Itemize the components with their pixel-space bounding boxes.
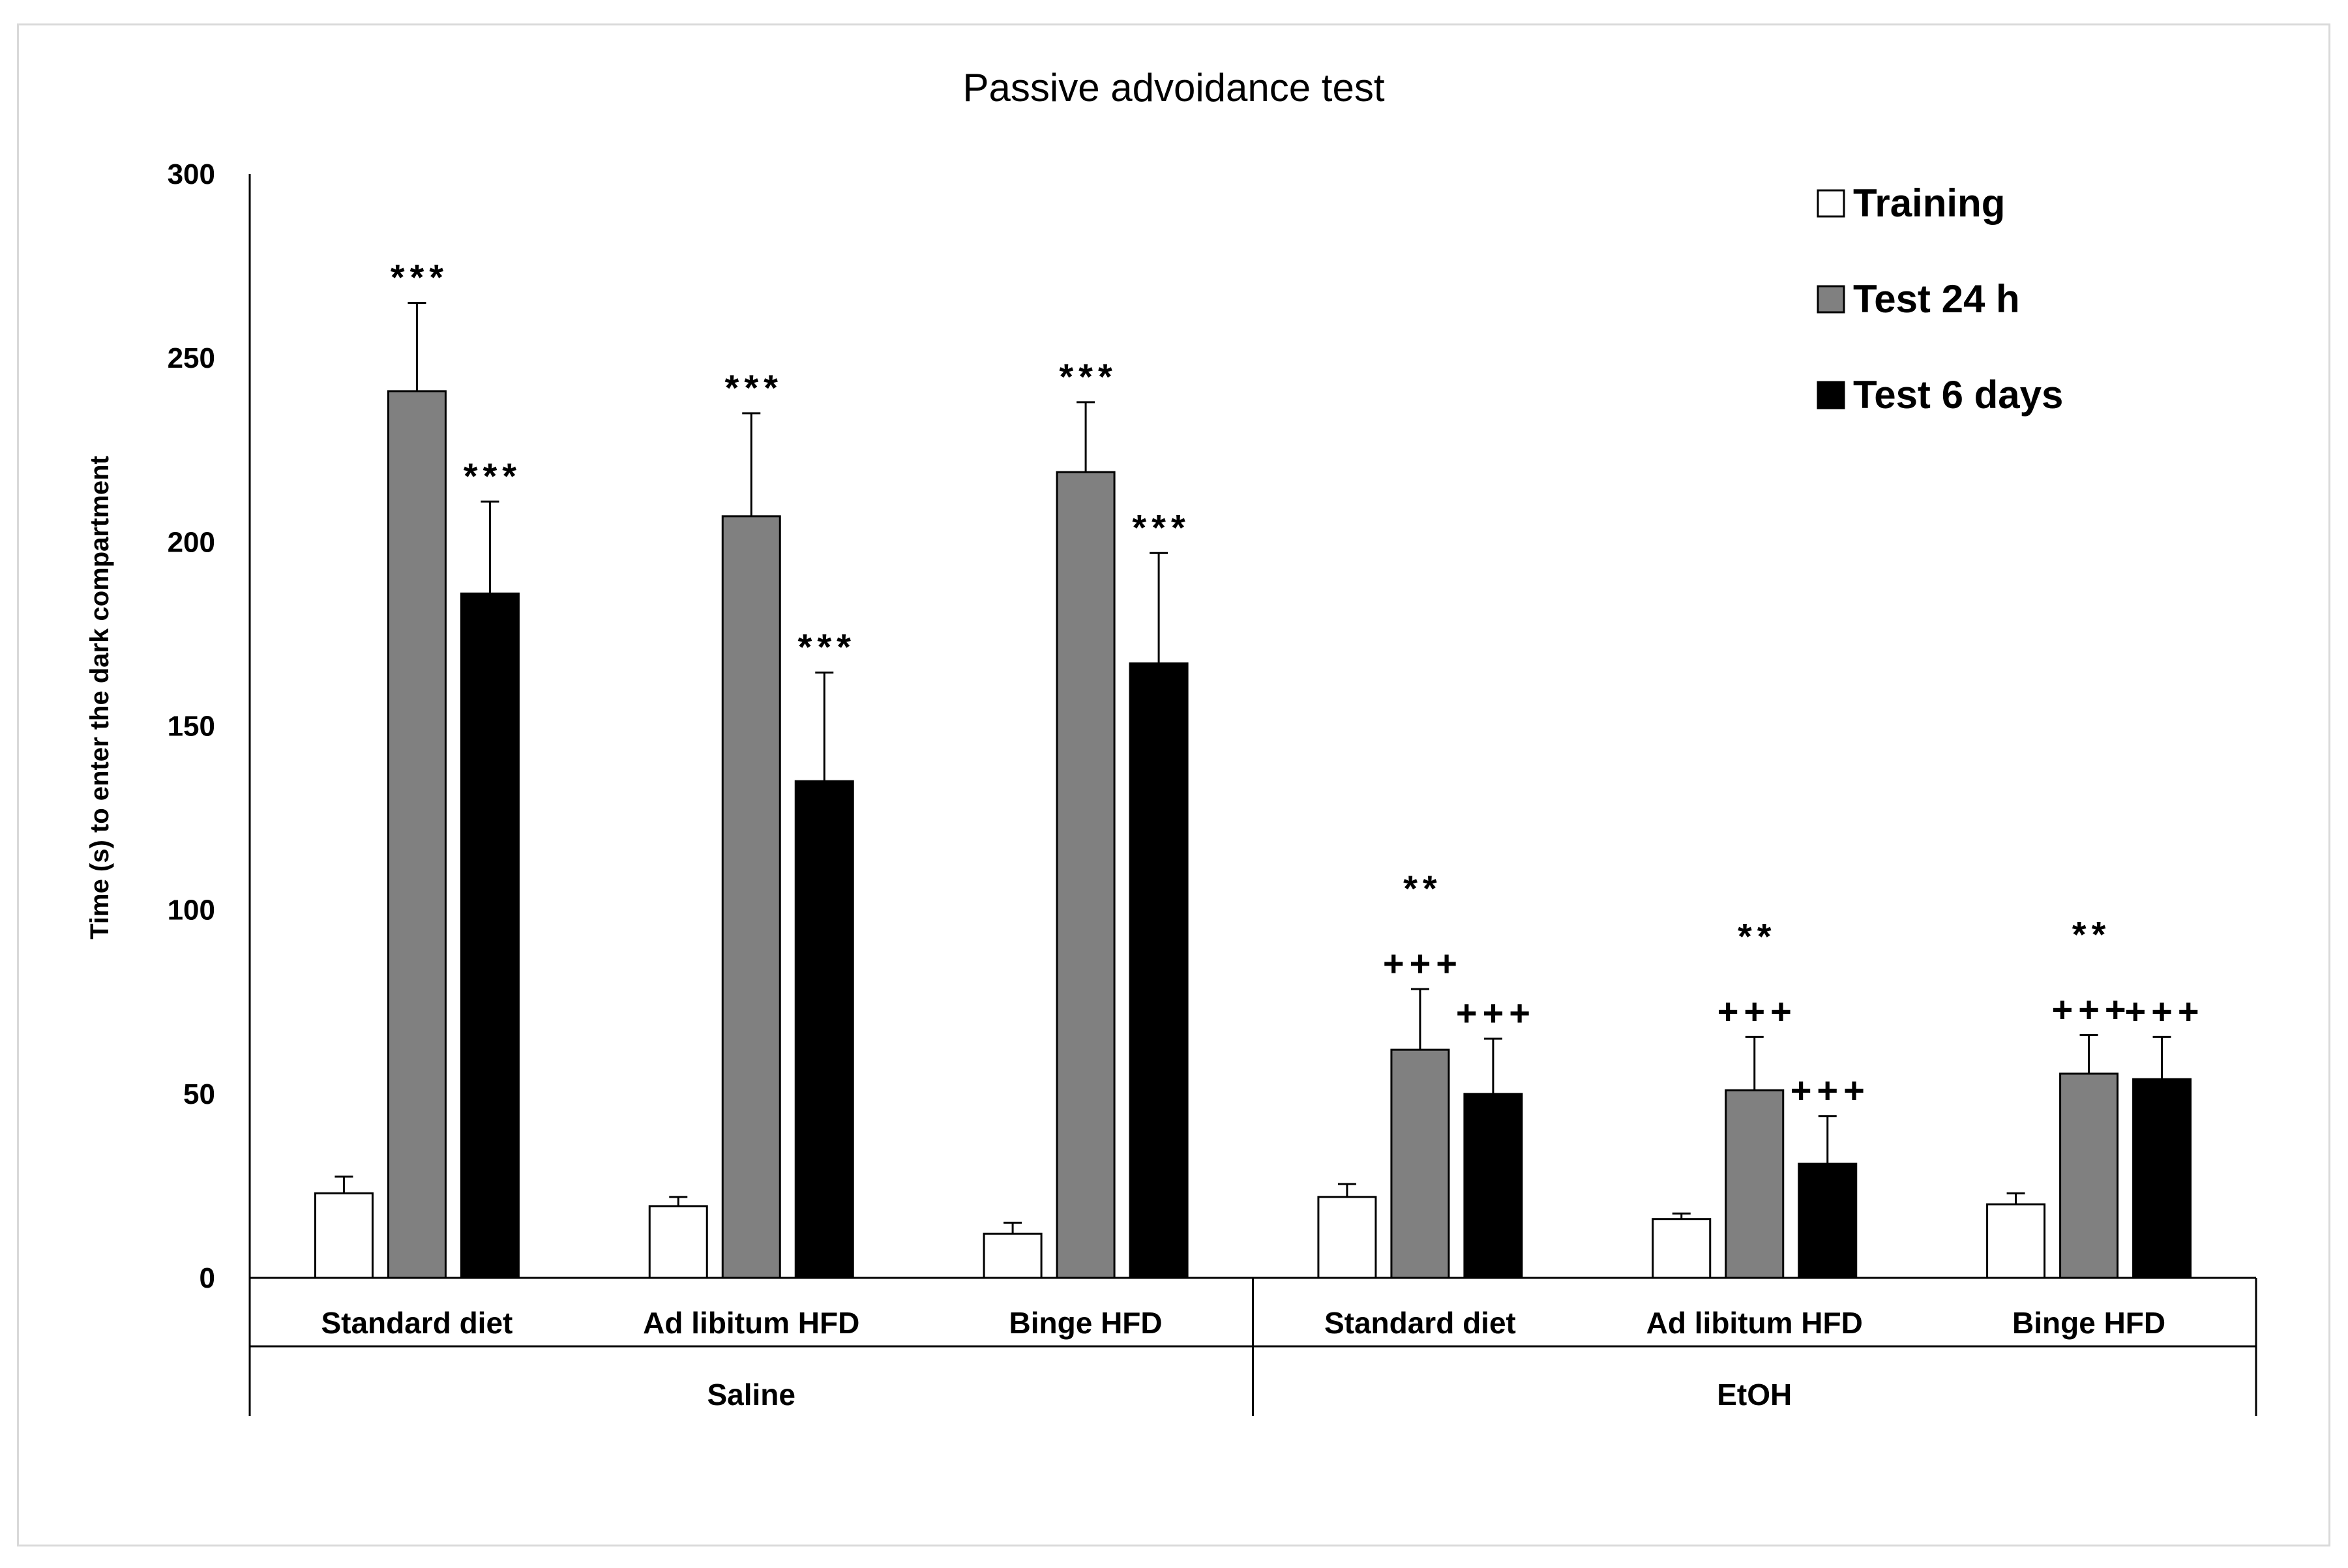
bar [314,1192,374,1279]
significance-label: *** [1132,507,1190,548]
bar [1390,1048,1450,1279]
bar [2059,1072,2119,1279]
significance-label: +++ [2052,989,2132,1030]
bar [1056,471,1116,1279]
significance-label: +++ [1717,990,1797,1031]
significance-label: *** [725,367,783,408]
significance-label: ** [2072,914,2111,955]
y-tick-label: 200 [168,526,215,558]
significance-label: ** [1738,915,1777,956]
bar [648,1205,708,1279]
bar [1986,1203,2046,1279]
y-tick-label: 300 [168,158,215,190]
legend-label: Test 24 h [1853,277,2020,321]
significance-label: +++ [1383,943,1463,984]
x-category-label: Binge HFD [2012,1306,2165,1340]
x-category-label: Ad libitum HFD [1646,1306,1863,1340]
bar [1798,1162,1858,1279]
bar [1463,1093,1523,1279]
significance-label: *** [391,257,449,298]
legend-label: Training [1853,181,2005,225]
y-tick-label: 250 [168,342,215,374]
bar [794,780,854,1279]
significance-label: +++ [1791,1070,1870,1111]
y-axis-ticks: 0 50 100 150 200 250 300 [168,158,215,1294]
significance-label: *** [1059,356,1117,397]
significance-label: +++ [1456,992,1536,1033]
legend: Training Test 24 h Test 6 days [1817,181,2063,417]
significance-label: *** [464,455,522,496]
bar [1317,1196,1377,1279]
bar [721,515,781,1279]
bars [314,302,2192,1279]
bar [1725,1089,1785,1279]
legend-swatch [1817,381,1845,409]
bar [1652,1218,1712,1279]
significance-annotations: ******************+++**+++ +++**++++++**+… [391,257,2205,1111]
bar [983,1232,1043,1279]
significance-label: +++ [2125,990,2205,1031]
y-tick-label: 0 [200,1262,215,1294]
group-label: Saline [707,1378,795,1412]
x-category-label: Standard diet [1324,1306,1516,1340]
axes [248,174,2257,1416]
x-axis-categories: Standard diet Ad libitum HFD Binge HFD Stan… [321,1306,2165,1412]
group-label: EtOH [1717,1378,1792,1412]
legend-swatch [1817,189,1845,218]
y-tick-label: 150 [168,711,215,743]
x-category-label: Binge HFD [1009,1306,1163,1340]
bar [460,592,520,1279]
legend-label: Test 6 days [1853,373,2063,417]
y-tick-label: 100 [168,895,215,926]
bar [1129,662,1189,1279]
chart-title: Passive advoidance test [962,66,1384,110]
significance-label: *** [798,627,856,668]
bar [387,390,447,1279]
y-tick-label: 50 [183,1078,215,1110]
x-category-label: Ad libitum HFD [643,1306,859,1340]
significance-label: ** [1403,868,1442,909]
y-axis-label: Time (s) to enter the dark compartment [85,456,114,939]
x-category-label: Standard diet [321,1306,513,1340]
bar [2132,1078,2192,1279]
legend-swatch [1817,285,1845,314]
